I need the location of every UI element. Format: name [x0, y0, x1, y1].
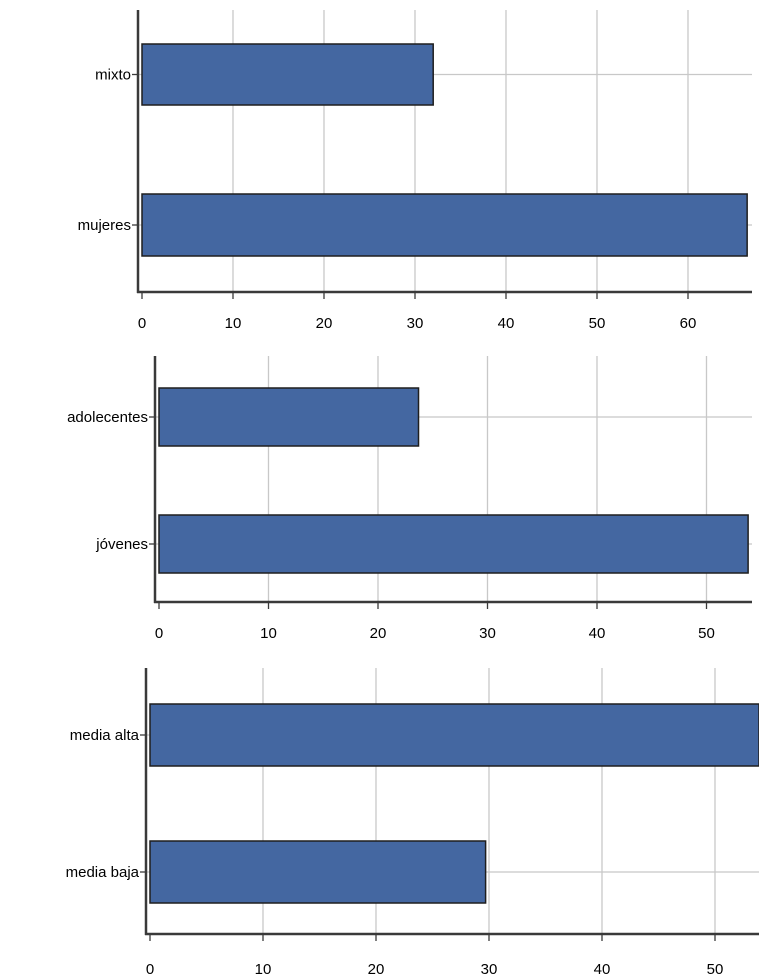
bar: [158, 514, 749, 574]
bar: [141, 43, 434, 106]
x-tick-label: 0: [146, 961, 154, 978]
category-label: mixto: [95, 67, 131, 84]
chart-1: mixto mujeres 0 10 20 30 40 50 60: [78, 10, 752, 332]
x-tick-label: 10: [255, 961, 272, 978]
category-label: mujeres: [78, 217, 131, 234]
category-label: media alta: [70, 727, 140, 744]
x-tick-label: 30: [481, 961, 498, 978]
x-tick-label: 20: [370, 625, 387, 642]
x-tick-label: 40: [594, 961, 611, 978]
x-tick-label: 60: [680, 315, 697, 332]
x-tick-label: 10: [225, 315, 242, 332]
x-tick-label: 40: [498, 315, 515, 332]
bar: [149, 703, 759, 767]
x-tick-label: 0: [138, 315, 146, 332]
x-tick-label: 50: [707, 961, 724, 978]
chart-3: media alta media baja 0 10 20 30 40 50: [66, 668, 759, 978]
category-label: adolecentes: [67, 409, 148, 426]
chart-2: adolecentes jóvenes 0 10 20 30 40 50: [67, 356, 752, 642]
x-tick-label: 50: [698, 625, 715, 642]
x-tick-label: 10: [260, 625, 277, 642]
x-tick-label: 30: [407, 315, 424, 332]
category-label: jóvenes: [95, 536, 148, 553]
bar: [149, 840, 487, 904]
x-tick-label: 50: [589, 315, 606, 332]
bar: [158, 387, 420, 447]
x-tick-label: 30: [479, 625, 496, 642]
x-tick-label: 20: [368, 961, 385, 978]
x-tick-label: 40: [589, 625, 606, 642]
x-tick-label: 20: [316, 315, 333, 332]
bar: [141, 193, 748, 257]
category-label: media baja: [66, 864, 140, 881]
x-tick-label: 0: [155, 625, 163, 642]
